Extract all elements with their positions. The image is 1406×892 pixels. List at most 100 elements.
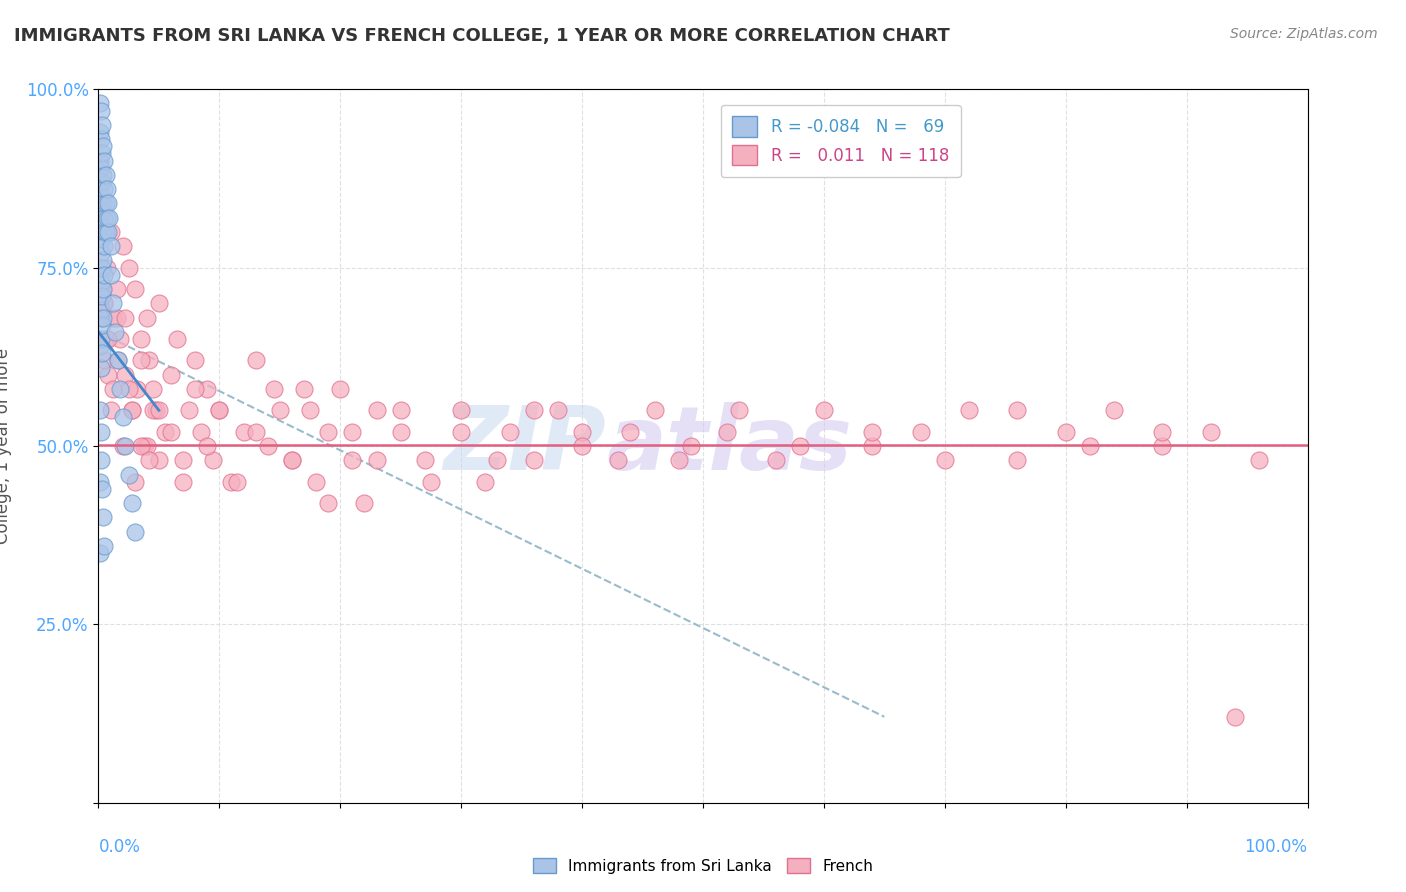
Point <box>329 382 352 396</box>
Point <box>860 439 883 453</box>
Point <box>668 453 690 467</box>
Point <box>114 439 136 453</box>
Legend: Immigrants from Sri Lanka, French: Immigrants from Sri Lanka, French <box>527 852 879 880</box>
Point <box>97 225 120 239</box>
Point <box>728 403 751 417</box>
Point <box>89 232 111 246</box>
Point <box>316 496 339 510</box>
Point <box>93 153 115 168</box>
Point <box>111 439 134 453</box>
Point <box>316 425 339 439</box>
Point <box>100 268 122 282</box>
Point <box>232 425 254 439</box>
Point <box>1223 710 1246 724</box>
Point <box>190 425 212 439</box>
Point <box>148 296 170 310</box>
Point <box>90 425 112 439</box>
Point <box>108 332 131 346</box>
Point <box>90 453 112 467</box>
Point <box>89 125 111 139</box>
Point <box>90 218 112 232</box>
Point <box>679 439 702 453</box>
Y-axis label: College, 1 year or more: College, 1 year or more <box>0 348 11 544</box>
Point <box>91 310 114 325</box>
Point <box>486 453 509 467</box>
Point <box>389 425 412 439</box>
Point <box>91 232 114 246</box>
Point <box>124 475 146 489</box>
Point <box>910 425 932 439</box>
Point <box>245 425 267 439</box>
Point <box>90 189 112 203</box>
Point <box>281 453 304 467</box>
Point <box>160 425 183 439</box>
Point <box>89 175 111 189</box>
Point <box>90 103 112 118</box>
Point <box>389 403 412 417</box>
Point <box>145 403 167 417</box>
Point <box>420 475 443 489</box>
Point <box>124 524 146 539</box>
Point <box>97 368 120 382</box>
Point <box>121 496 143 510</box>
Point <box>118 467 141 482</box>
Point <box>91 203 114 218</box>
Point <box>91 146 114 161</box>
Point <box>208 403 231 417</box>
Text: 100.0%: 100.0% <box>1244 838 1308 856</box>
Point <box>91 253 114 268</box>
Point <box>135 310 157 325</box>
Point <box>269 403 291 417</box>
Point <box>93 182 115 196</box>
Point <box>90 303 112 318</box>
Point <box>619 425 641 439</box>
Point <box>148 453 170 467</box>
Point <box>292 382 315 396</box>
Point <box>498 425 520 439</box>
Point <box>184 353 207 368</box>
Point <box>166 332 188 346</box>
Point <box>1102 403 1125 417</box>
Point <box>1152 439 1174 453</box>
Point <box>107 353 129 368</box>
Point <box>1199 425 1222 439</box>
Point <box>644 403 666 417</box>
Text: Source: ZipAtlas.com: Source: ZipAtlas.com <box>1230 27 1378 41</box>
Point <box>93 211 115 225</box>
Point <box>108 382 131 396</box>
Point <box>195 382 218 396</box>
Point <box>97 332 120 346</box>
Legend: R = -0.084   N =   69, R =   0.011   N = 118: R = -0.084 N = 69, R = 0.011 N = 118 <box>721 104 960 177</box>
Point <box>256 439 278 453</box>
Point <box>90 332 112 346</box>
Point <box>172 453 194 467</box>
Text: ZIP: ZIP <box>443 402 606 490</box>
Point <box>107 353 129 368</box>
Point <box>450 403 472 417</box>
Point <box>245 353 267 368</box>
Point <box>101 296 124 310</box>
Point <box>1078 439 1101 453</box>
Point <box>413 453 436 467</box>
Point <box>100 403 122 417</box>
Point <box>91 260 114 275</box>
Point <box>96 182 118 196</box>
Point <box>94 225 117 239</box>
Point <box>91 310 114 325</box>
Point <box>202 453 225 467</box>
Point <box>1007 403 1029 417</box>
Point <box>89 546 111 560</box>
Point <box>263 382 285 396</box>
Point <box>366 453 388 467</box>
Point <box>366 403 388 417</box>
Point <box>114 368 136 382</box>
Point <box>105 282 128 296</box>
Point <box>1007 453 1029 467</box>
Point <box>89 339 111 353</box>
Point <box>226 475 249 489</box>
Point <box>342 453 364 467</box>
Point <box>129 439 152 453</box>
Point <box>571 439 593 453</box>
Point <box>91 225 114 239</box>
Point <box>118 382 141 396</box>
